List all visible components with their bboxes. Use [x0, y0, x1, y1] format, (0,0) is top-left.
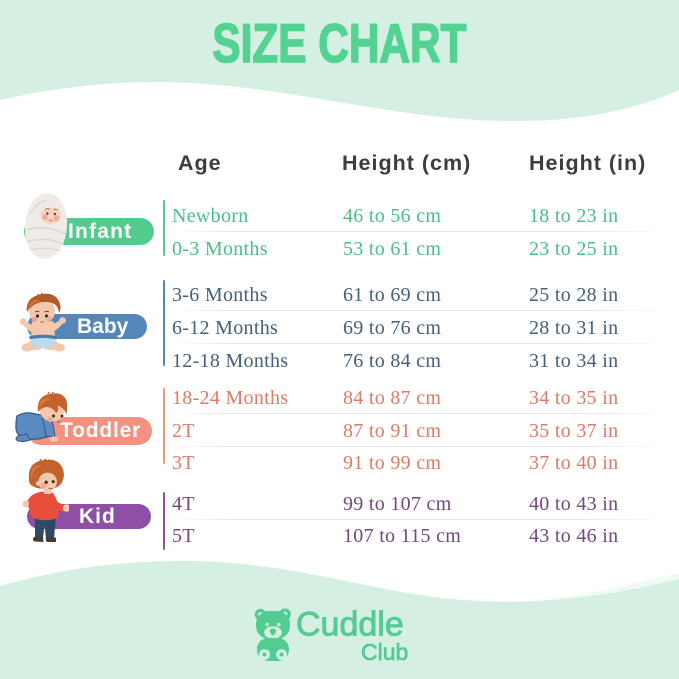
svg-text:Club: Club — [361, 639, 408, 665]
svg-text:Cuddle: Cuddle — [296, 606, 404, 644]
